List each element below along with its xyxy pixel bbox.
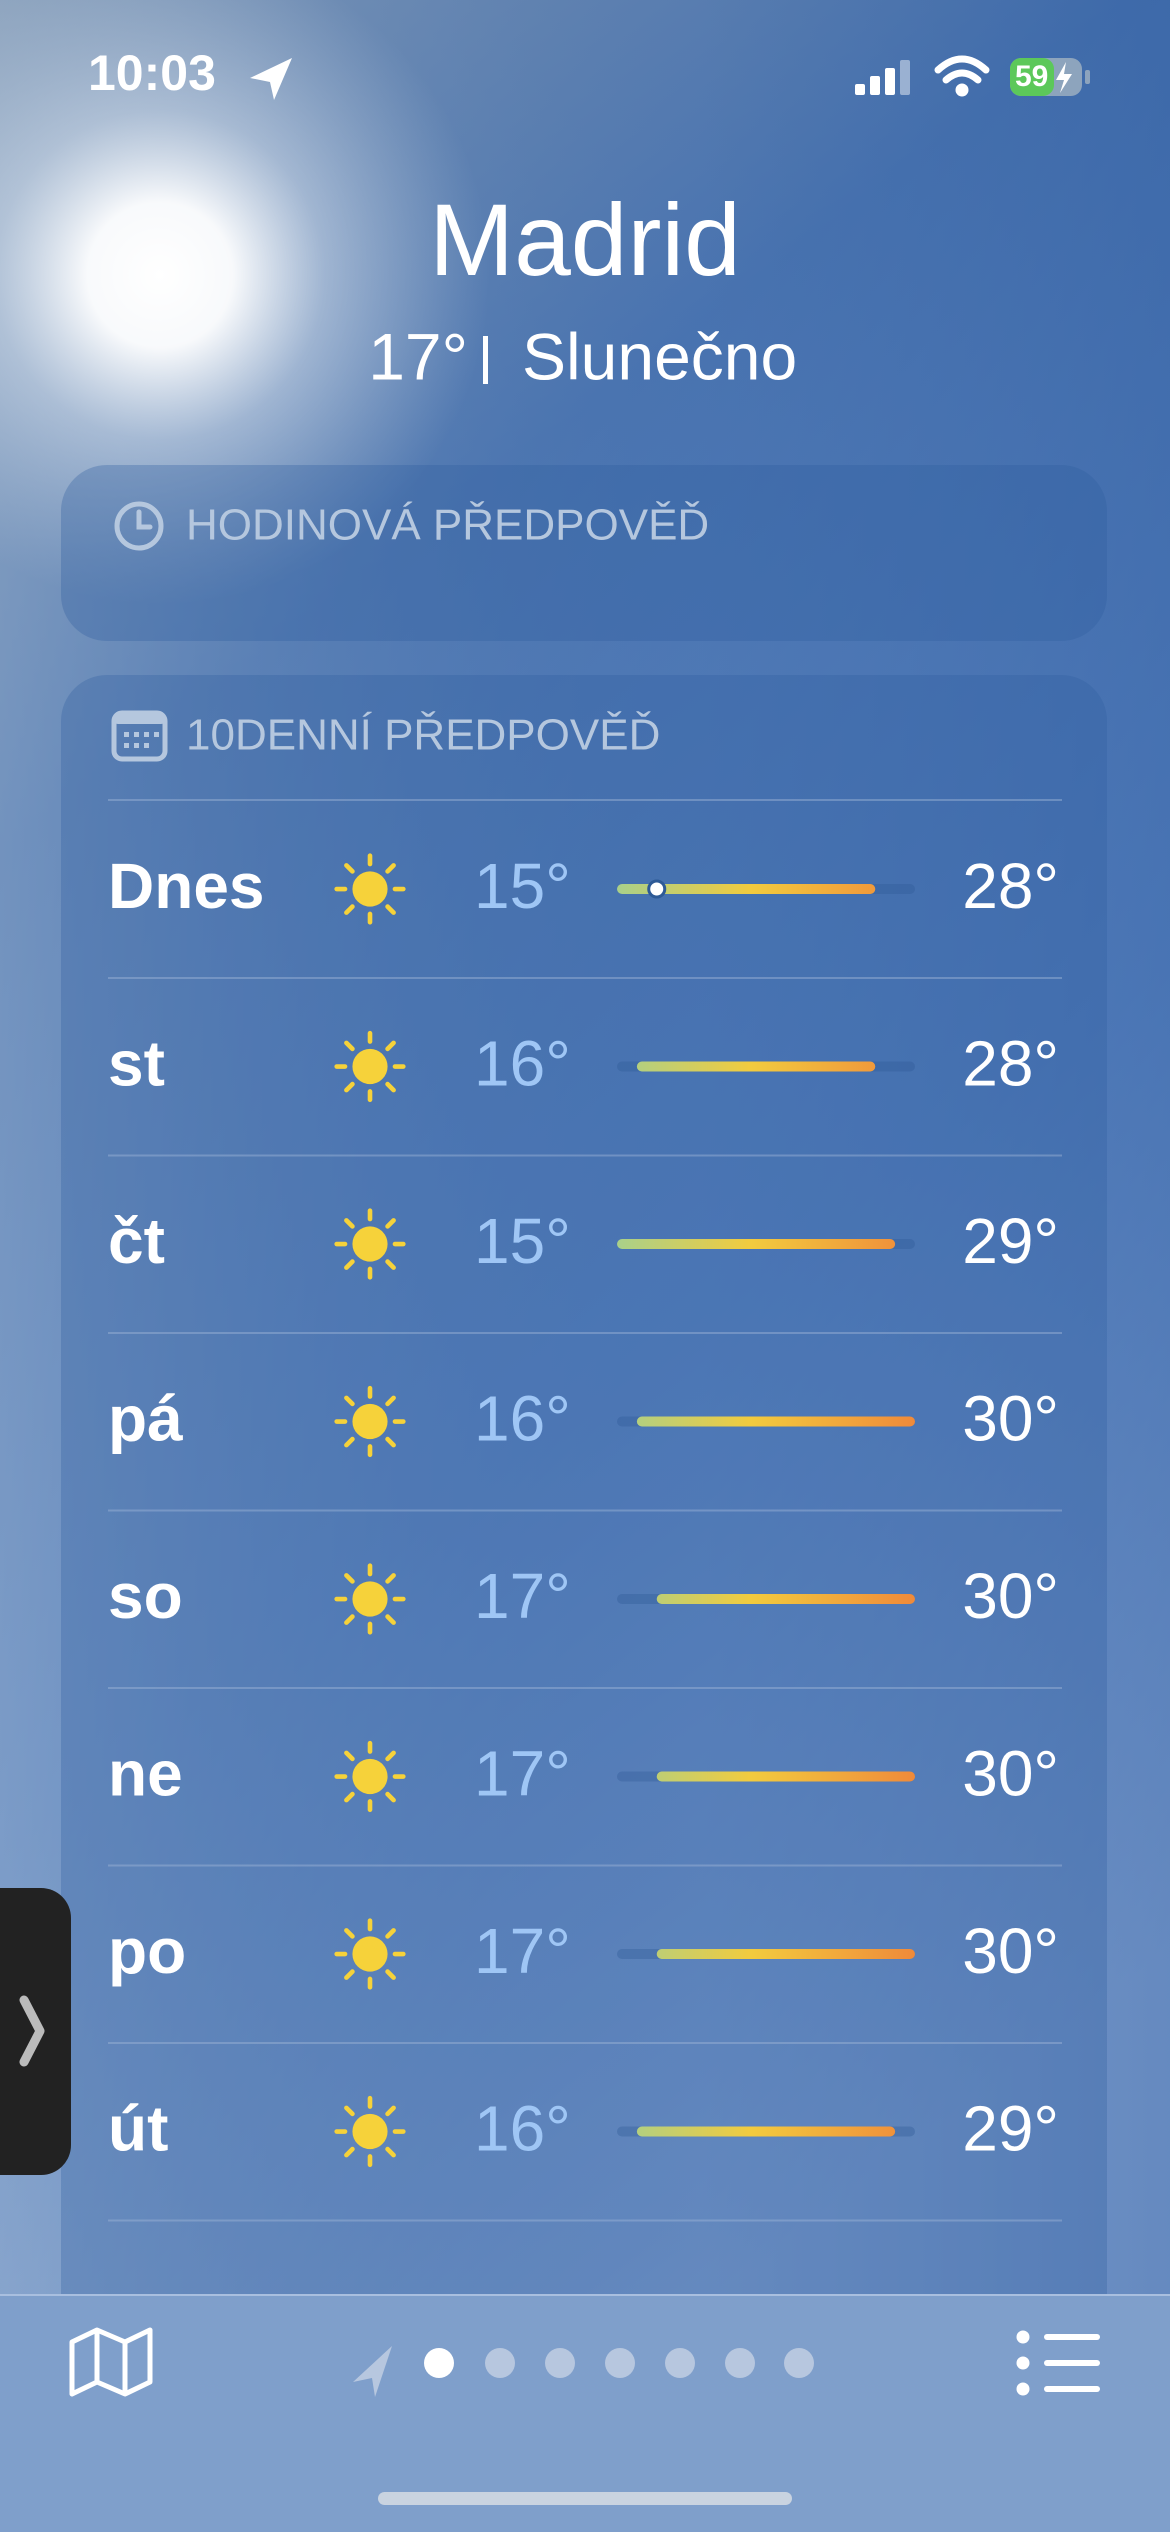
weather-icon bbox=[337, 1921, 404, 1988]
low-temperature: 15° bbox=[474, 1205, 571, 1277]
day-name: po bbox=[108, 1915, 186, 1987]
weather-icon bbox=[337, 2098, 404, 2165]
current-temperature-dot bbox=[647, 879, 667, 899]
page-dot[interactable] bbox=[485, 2348, 515, 2378]
low-temperature: 17° bbox=[474, 1915, 571, 1987]
separator bbox=[483, 336, 488, 384]
location-page-indicator[interactable] bbox=[353, 2346, 392, 2397]
day-name: čt bbox=[108, 1205, 165, 1277]
wifi bbox=[934, 55, 990, 97]
day-name: ne bbox=[108, 1737, 183, 1809]
weather-icon bbox=[337, 856, 404, 923]
hourly-title: HODINOVÁ PŘEDPOVĚĎ bbox=[186, 501, 709, 550]
home-indicator bbox=[378, 2492, 792, 2505]
range-bar bbox=[636, 1416, 915, 1427]
battery-level bbox=[1010, 58, 1054, 96]
battery-percent: 59 bbox=[1015, 60, 1048, 93]
low-temperature: 17° bbox=[474, 1737, 571, 1809]
side-chevron bbox=[19, 1995, 45, 2067]
calendar-dots bbox=[124, 732, 159, 748]
day-row[interactable]: čt 15° 29° bbox=[108, 1205, 1062, 1334]
weather-icon bbox=[337, 1033, 404, 1100]
location-arrow bbox=[250, 58, 292, 100]
range-bar bbox=[636, 1061, 876, 1072]
daily-card bbox=[61, 675, 1107, 2425]
list-button[interactable] bbox=[1016, 2330, 1100, 2396]
daily-rows: Dnes 15° 28° st 16° 28° čt 15° 29° pá 16° 30° so 17° 3… bbox=[108, 850, 1062, 2222]
low-temperature: 16° bbox=[474, 1382, 571, 1454]
low-temperature: 17° bbox=[474, 1560, 571, 1632]
day-name: Dnes bbox=[108, 850, 265, 922]
low-temperature: 16° bbox=[474, 2092, 571, 2164]
high-temperature: 28° bbox=[962, 850, 1059, 922]
charging-bolt bbox=[1056, 62, 1072, 93]
day-name: pá bbox=[108, 1382, 183, 1454]
city: Madrid bbox=[429, 183, 741, 297]
day-name: so bbox=[108, 1560, 183, 1632]
range-bar bbox=[656, 1771, 915, 1782]
hourly-card[interactable] bbox=[61, 465, 1107, 641]
day-row[interactable]: pá 16° 30° bbox=[108, 1382, 1062, 1512]
high-temperature: 30° bbox=[962, 1737, 1059, 1809]
high-temperature: 30° bbox=[962, 1560, 1059, 1632]
day-row[interactable]: so 17° 30° bbox=[108, 1560, 1062, 1689]
page-dot[interactable] bbox=[725, 2348, 755, 2378]
high-temperature: 29° bbox=[962, 2092, 1059, 2164]
day-row[interactable]: Dnes 15° 28° bbox=[108, 850, 1062, 979]
day-row[interactable]: po 17° 30° bbox=[108, 1915, 1062, 2044]
map-button[interactable] bbox=[69, 2327, 153, 2397]
high-temperature: 30° bbox=[962, 1915, 1059, 1987]
clock-hands bbox=[136, 509, 153, 530]
range-bar bbox=[617, 1239, 896, 1249]
weather-icon bbox=[337, 1743, 404, 1810]
time: 10:03 bbox=[88, 45, 216, 101]
sun-glow bbox=[0, 0, 490, 605]
range-bar bbox=[656, 1594, 915, 1604]
signal bbox=[855, 60, 910, 95]
daily-title: 10DENNÍ PŘEDPOVĚĎ bbox=[186, 711, 660, 760]
high-temperature: 29° bbox=[962, 1205, 1059, 1277]
page-dot[interactable] bbox=[545, 2348, 575, 2378]
page-dot[interactable] bbox=[665, 2348, 695, 2378]
weather-icon bbox=[337, 1211, 404, 1278]
day-row[interactable]: út 16° 29° bbox=[108, 2092, 1062, 2222]
clock-icon bbox=[114, 501, 164, 551]
calendar-icon-top bbox=[114, 713, 165, 724]
day-name: út bbox=[108, 2092, 168, 2164]
condition: Slunečno bbox=[522, 319, 797, 393]
current-temperature: 17° bbox=[368, 319, 468, 393]
high-temperature: 30° bbox=[962, 1382, 1059, 1454]
range-bar bbox=[636, 2126, 896, 2137]
weather-icon bbox=[337, 1388, 404, 1455]
low-temperature: 16° bbox=[474, 1027, 571, 1099]
page-dot[interactable] bbox=[605, 2348, 635, 2378]
page-dot-active[interactable] bbox=[424, 2348, 454, 2378]
day-name: st bbox=[108, 1027, 165, 1099]
page-dot[interactable] bbox=[784, 2348, 814, 2378]
weather-icon bbox=[337, 1566, 404, 1633]
low-temperature: 15° bbox=[474, 850, 571, 922]
range-bar bbox=[656, 1949, 915, 1959]
range-bar bbox=[617, 884, 876, 894]
day-row[interactable]: ne 17° 30° bbox=[108, 1737, 1062, 1867]
battery-cap bbox=[1085, 70, 1090, 84]
high-temperature: 28° bbox=[962, 1027, 1059, 1099]
day-row[interactable]: st 16° 28° bbox=[108, 1027, 1062, 1157]
page-dots bbox=[485, 2348, 814, 2378]
